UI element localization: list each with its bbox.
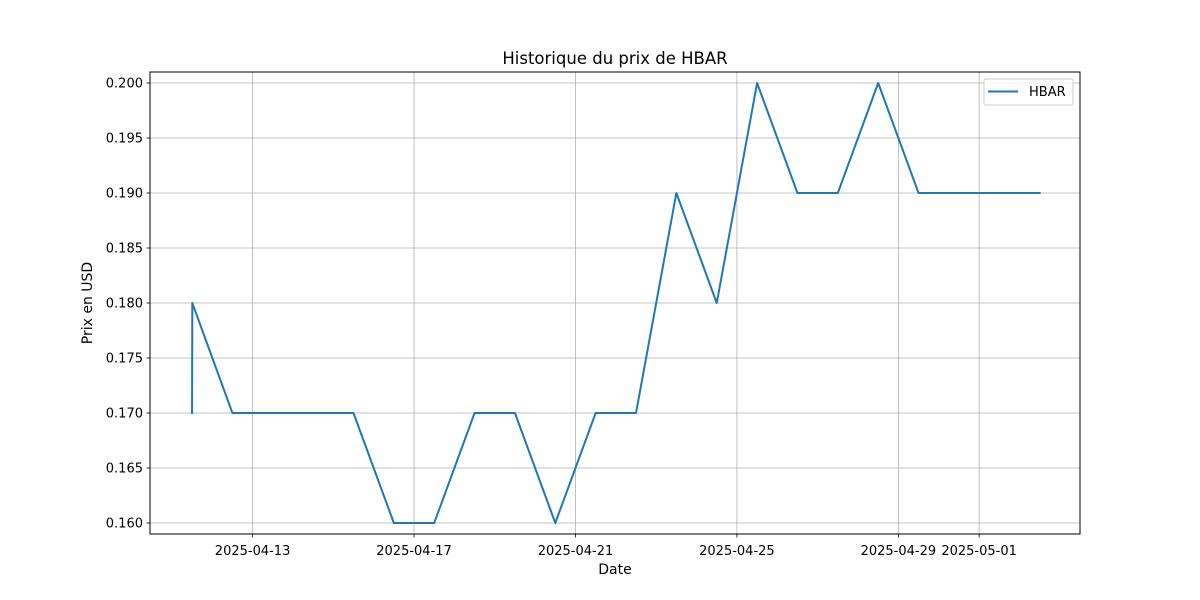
- y-tick-label: 0.200: [106, 77, 143, 92]
- x-tick-label: 2025-04-13: [215, 544, 291, 559]
- x-tick-label: 2025-04-21: [538, 544, 614, 559]
- y-tick-label: 0.160: [106, 517, 143, 532]
- y-tick-label: 0.195: [106, 132, 143, 147]
- series-line-hbar: [191, 82, 1041, 524]
- x-axis-label: Date: [598, 562, 631, 578]
- y-tick-label: 0.175: [106, 352, 143, 367]
- x-tick-label: 2025-05-01: [941, 544, 1017, 559]
- x-tick-label: 2025-04-29: [861, 544, 937, 559]
- x-tick-label: 2025-04-25: [699, 544, 775, 559]
- y-tick-label: 0.190: [106, 187, 143, 202]
- ticks-layer: 0.160 0.165 0.170 0.175 0.180 0.185 0.190 0.195…: [106, 77, 1017, 560]
- y-tick-label: 0.170: [106, 407, 143, 422]
- chart-title: Historique du prix de HBAR: [502, 49, 727, 68]
- legend-label: HBAR: [1029, 85, 1066, 100]
- legend-box: [983, 78, 1074, 106]
- series-layer: [191, 82, 1041, 524]
- y-tick-label: 0.165: [106, 462, 143, 477]
- y-tick-label: 0.180: [106, 297, 143, 312]
- x-tick-label: 2025-04-17: [376, 544, 452, 559]
- y-axis-label: Prix en USD: [80, 262, 96, 344]
- legend: HBAR: [983, 78, 1074, 106]
- y-tick-label: 0.185: [106, 242, 143, 257]
